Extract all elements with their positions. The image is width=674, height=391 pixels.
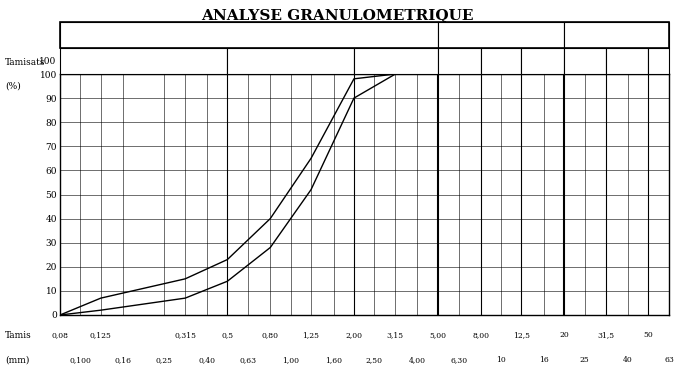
Text: (mm): (mm)	[5, 355, 30, 364]
Text: 0,100: 0,100	[69, 356, 91, 364]
Text: CAILLOUX: CAILLOUX	[586, 30, 648, 40]
Text: 5,00: 5,00	[429, 331, 446, 339]
Text: 0,63: 0,63	[240, 356, 257, 364]
Text: Moyens: Moyens	[272, 57, 310, 66]
Text: 3,15: 3,15	[387, 331, 404, 339]
Text: Moyens: Moyens	[607, 57, 646, 66]
Text: 0,16: 0,16	[115, 356, 132, 364]
Text: 0,5: 0,5	[221, 331, 233, 339]
Text: 25: 25	[580, 356, 590, 364]
Text: 1,60: 1,60	[325, 356, 342, 364]
Text: 63: 63	[664, 356, 674, 364]
Text: 4,00: 4,00	[408, 356, 426, 364]
Text: (%): (%)	[5, 81, 21, 90]
Text: 0,25: 0,25	[156, 356, 173, 364]
Text: Moyens: Moyens	[482, 57, 520, 66]
Text: 1,00: 1,00	[282, 356, 299, 364]
Text: 16: 16	[539, 356, 549, 364]
Text: 6,30: 6,30	[450, 356, 467, 364]
Text: 31,5: 31,5	[597, 331, 614, 339]
Text: 0,80: 0,80	[262, 331, 279, 339]
Text: 0,40: 0,40	[198, 356, 216, 364]
Text: Gros: Gros	[384, 57, 408, 66]
Text: 20: 20	[559, 331, 569, 339]
Text: 2,50: 2,50	[366, 356, 383, 364]
Text: 0,315: 0,315	[174, 331, 196, 339]
Text: 1,25: 1,25	[303, 331, 319, 339]
Text: Gros: Gros	[650, 57, 667, 65]
Text: 10: 10	[496, 356, 506, 364]
Text: S A B L E S: S A B L E S	[216, 30, 281, 40]
Text: Fins: Fins	[133, 57, 154, 66]
Text: Tamis: Tamis	[5, 330, 32, 339]
Text: Tamisats: Tamisats	[5, 58, 46, 67]
Text: Gros: Gros	[531, 57, 555, 66]
Text: 2,00: 2,00	[346, 331, 363, 339]
Text: Petits: Petits	[445, 57, 473, 66]
Text: ANALYSE GRANULOMETRIQUE: ANALYSE GRANULOMETRIQUE	[201, 8, 473, 22]
Text: 0,08: 0,08	[51, 331, 69, 339]
Text: 12,5: 12,5	[513, 331, 530, 339]
Text: 40: 40	[623, 356, 632, 364]
Text: Petits: Petits	[571, 57, 599, 66]
Text: 100: 100	[39, 57, 57, 66]
Text: 50: 50	[643, 331, 653, 339]
Text: 8,00: 8,00	[472, 331, 489, 339]
Text: 0,125: 0,125	[90, 331, 112, 339]
Text: GRAVILLONS: GRAVILLONS	[462, 30, 540, 40]
